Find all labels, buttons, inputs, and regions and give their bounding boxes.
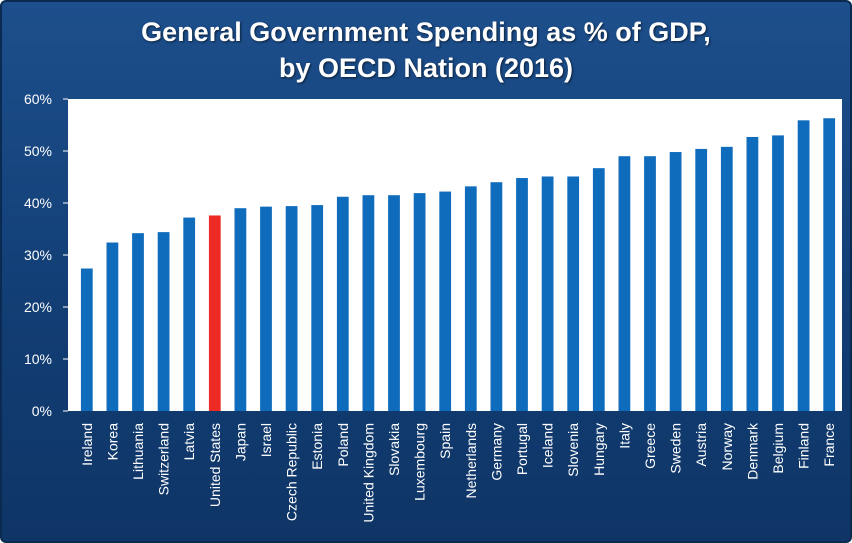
bar-portugal (516, 178, 528, 411)
x-tick-label: Netherlands (463, 423, 479, 499)
bar-slovakia (388, 195, 400, 411)
bar-estonia (311, 205, 324, 411)
x-tick-label: Portugal (514, 423, 530, 475)
x-tick-label: Greece (642, 423, 658, 469)
bar-switzerland (157, 232, 170, 411)
x-tick-label: Slovenia (565, 423, 581, 477)
y-tick-label: 0% (32, 403, 52, 419)
x-tick-label: Korea (104, 423, 120, 461)
x-tick-label: Iceland (540, 423, 556, 468)
x-axis: Ireland Korea Lithuania Switzerland Latvia Un… (79, 422, 837, 523)
bar-czech-republic (285, 206, 298, 411)
bar-finland (797, 120, 810, 411)
x-tick-label: Israel (258, 423, 274, 457)
bars (80, 118, 836, 412)
x-tick-label: France (821, 423, 837, 467)
y-tick-label: 30% (24, 247, 52, 263)
bar-france (823, 118, 836, 412)
y-tick-label: 40% (24, 195, 52, 211)
bar-sweden (669, 152, 682, 412)
bar-israel (260, 206, 272, 411)
x-tick-label: Belgium (770, 423, 786, 474)
bar-iceland (541, 176, 554, 411)
bar-united-states (208, 215, 221, 411)
bar-norway (720, 146, 733, 411)
chart-title: General Government Spending as % of GDP, (141, 17, 711, 47)
bar-latvia (183, 217, 196, 411)
bar-lithuania (132, 233, 144, 411)
chart-title-block: General Government Spending as % of GDP,… (0, 14, 852, 86)
bar-korea (106, 242, 119, 411)
x-tick-label: Lithuania (130, 423, 146, 480)
x-tick-label: Denmark (744, 422, 760, 480)
bar-ireland (80, 268, 93, 411)
x-tick-label: Ireland (79, 423, 95, 466)
x-tick-label: Slovakia (386, 423, 402, 476)
x-tick-label: United States (207, 423, 223, 507)
x-tick-label: Japan (232, 423, 248, 461)
x-tick-label: Italy (616, 423, 632, 449)
x-tick-label: Estonia (309, 423, 325, 470)
plot-area (68, 99, 842, 411)
x-tick-label: Czech Republic (284, 423, 300, 521)
x-tick-label: Finland (796, 423, 812, 469)
bar-slovenia (567, 176, 580, 411)
x-tick-label: Poland (335, 423, 351, 467)
bar-belgium (772, 135, 784, 411)
x-tick-label: Sweden (668, 423, 684, 474)
x-tick-label: Germany (488, 423, 504, 481)
chart-subtitle: by OECD Nation (2016) (278, 53, 574, 83)
bar-denmark (746, 136, 759, 411)
x-tick-label: Austria (693, 423, 709, 467)
bar-poland (336, 196, 349, 411)
bar-japan (234, 208, 247, 411)
bar-italy (618, 156, 631, 411)
bar-netherlands (464, 186, 477, 411)
bar-austria (695, 148, 708, 412)
bar-united-kingdom (362, 195, 375, 411)
bar-hungary (592, 168, 605, 411)
x-tick-label: Spain (437, 423, 453, 459)
y-tick-label: 60% (24, 91, 52, 107)
bar-germany (490, 182, 503, 411)
bar-greece (644, 156, 656, 411)
y-axis: 0% 10% 20% 30% 40% 50% 60% (24, 91, 68, 419)
x-tick-label: Luxembourg (412, 423, 428, 501)
x-tick-label: Switzerland (156, 423, 172, 495)
x-tick-label: Hungary (591, 423, 607, 476)
x-tick-label: Norway (719, 423, 735, 470)
y-tick-label: 50% (24, 143, 52, 159)
y-tick-label: 20% (24, 299, 52, 315)
x-tick-label: United Kingdom (360, 423, 376, 523)
x-tick-label: Latvia (181, 423, 197, 461)
bar-spain (439, 191, 452, 411)
bar-luxembourg (413, 193, 426, 411)
y-tick-label: 10% (24, 351, 52, 367)
